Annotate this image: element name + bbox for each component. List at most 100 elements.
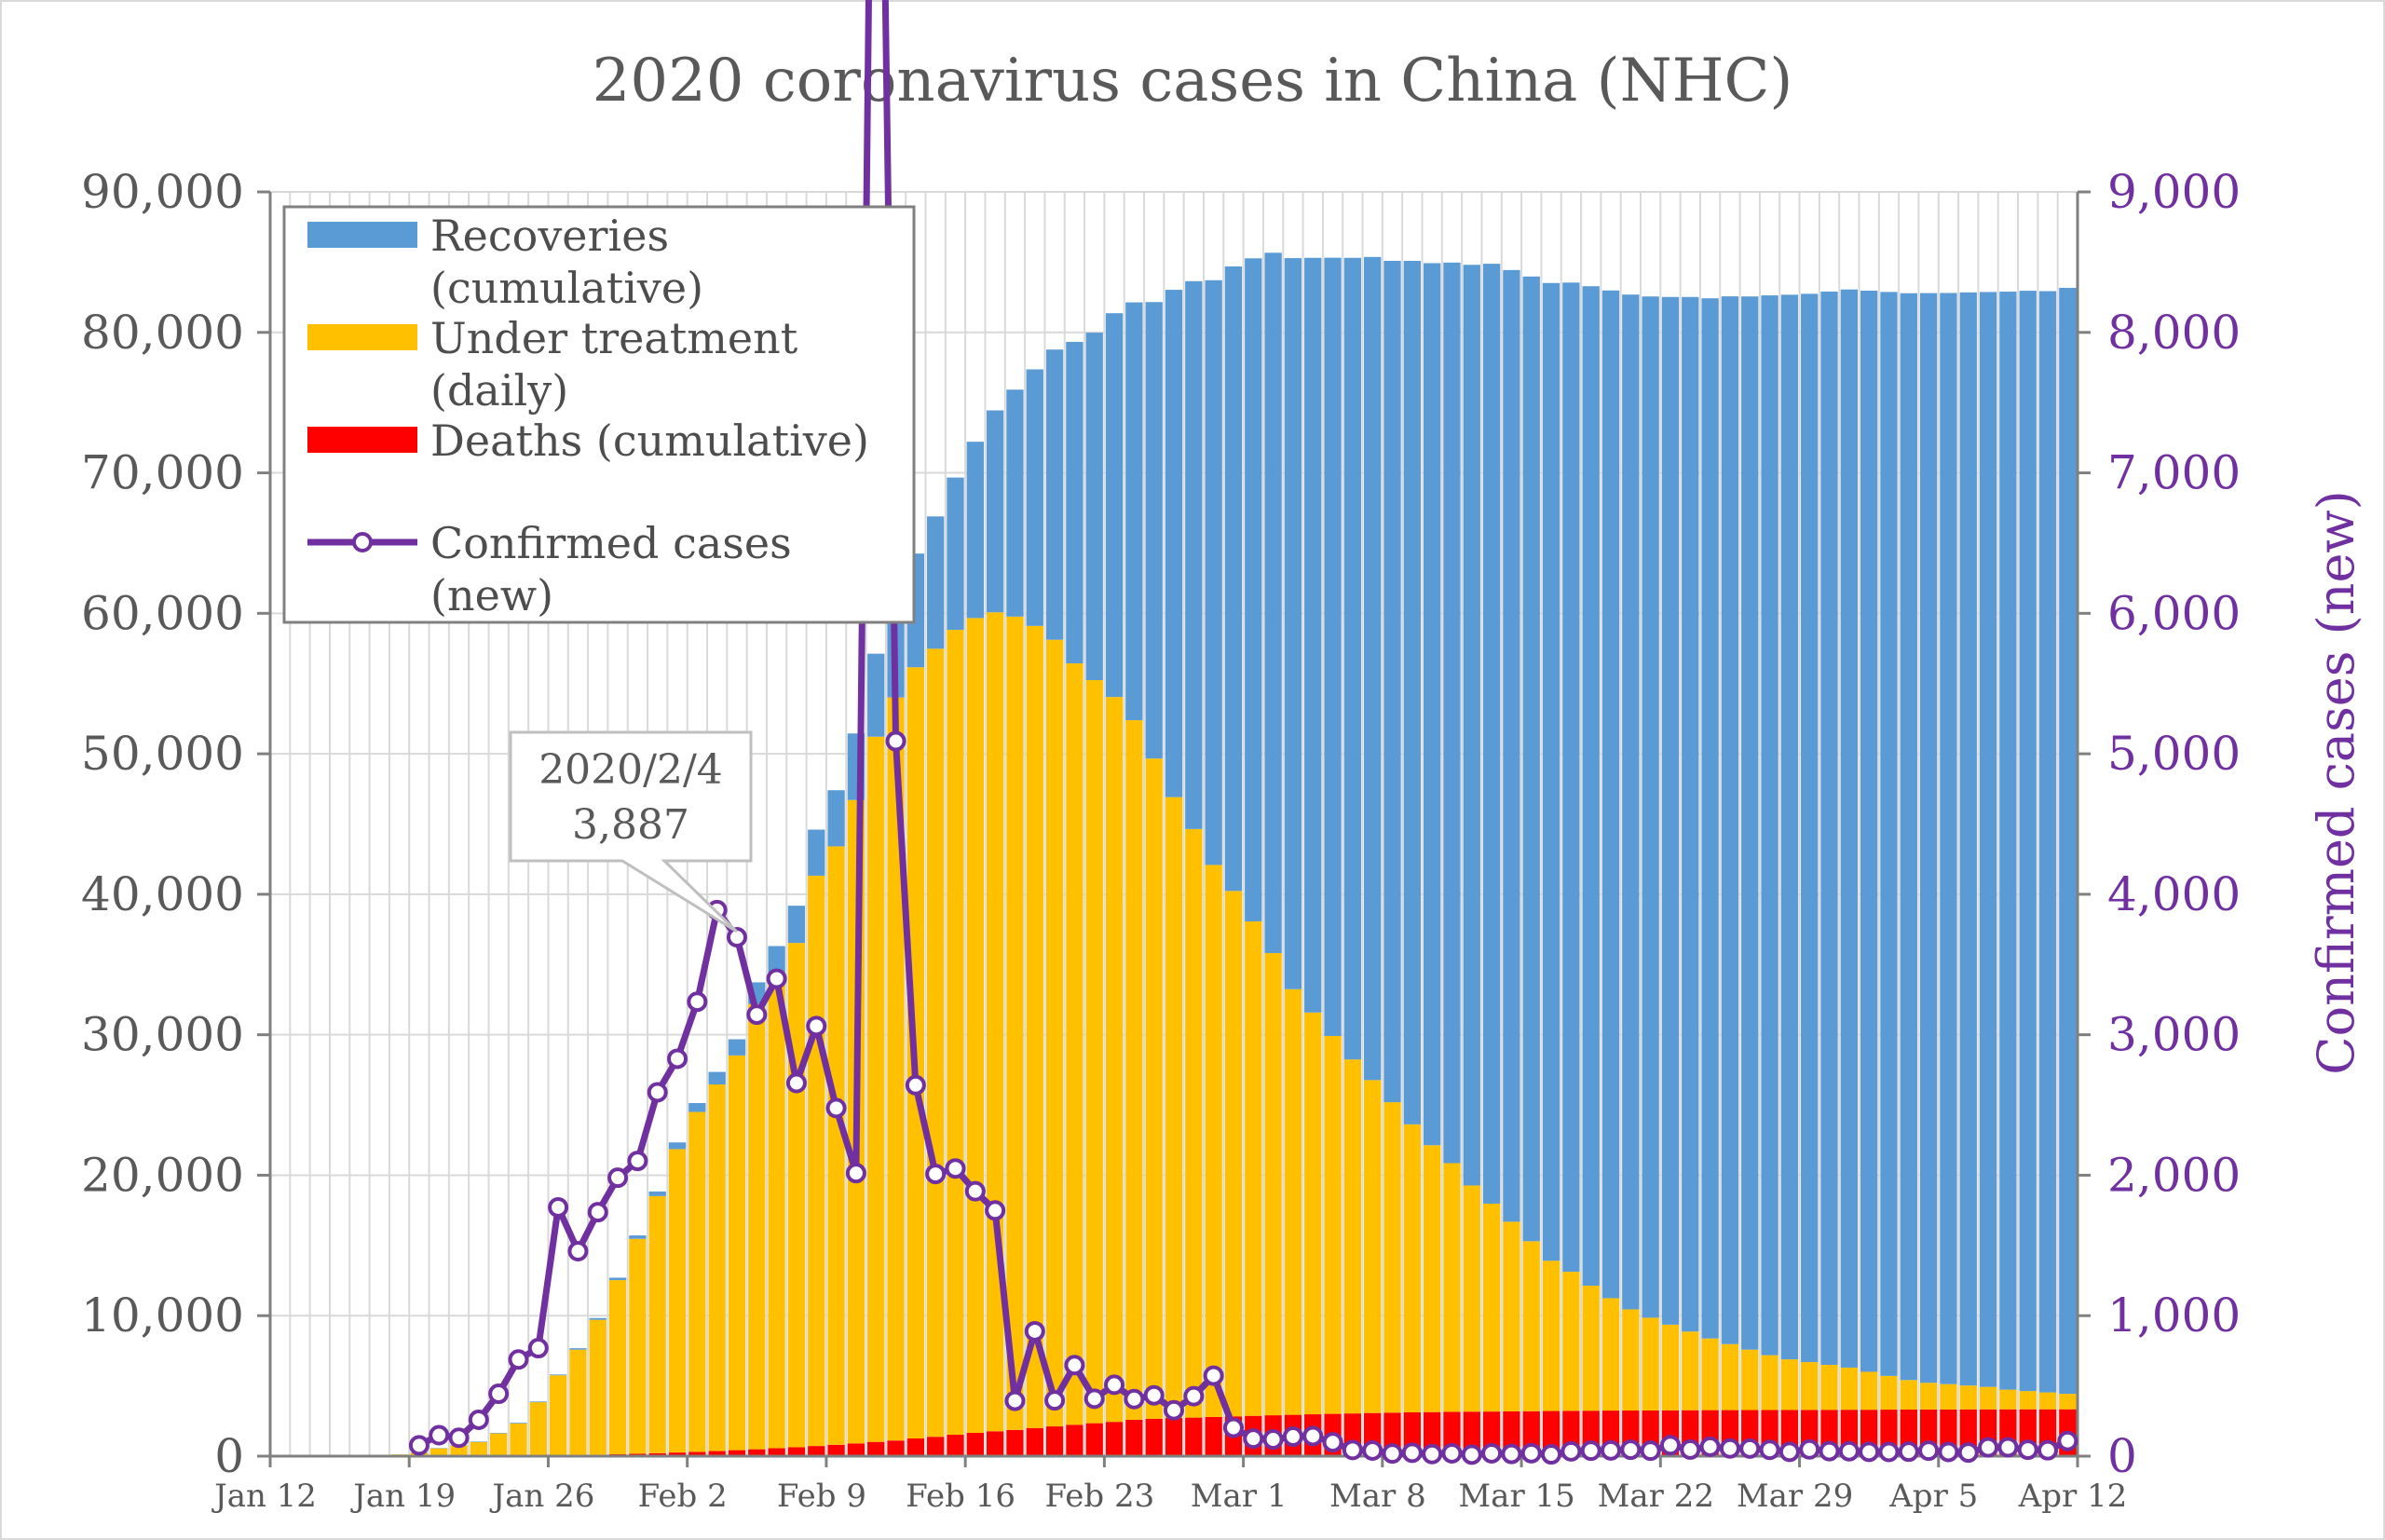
confirmed-cases-point [1620, 1439, 1642, 1461]
confirmed-cases-point [1441, 1442, 1463, 1464]
confirmed-cases-point [1938, 1441, 1959, 1463]
bar-deaths [1006, 1429, 1024, 1456]
bar-recoveries [708, 1071, 726, 1085]
confirmed-cases-point [1541, 1444, 1562, 1465]
confirmed-cases-point [945, 1158, 966, 1179]
bar-recoveries [808, 829, 825, 876]
bar-under-treatment [1682, 1331, 1699, 1411]
bar-deaths [768, 1448, 785, 1456]
chart-title: 2020 coronavirus cases in China (NHC) [593, 47, 1793, 116]
bar-deaths [1185, 1417, 1203, 1456]
bar-under-treatment [1999, 1389, 2017, 1410]
bar-deaths [986, 1431, 1004, 1456]
bar-deaths [1085, 1423, 1103, 1456]
bar-under-treatment [1642, 1317, 1659, 1411]
bar-recoveries [688, 1103, 706, 1112]
confirmed-cases-point [1699, 1436, 1721, 1457]
legend-label-recoveries: Recoveries [430, 211, 669, 261]
bar-recoveries [2038, 291, 2057, 1393]
confirmed-cases-point [766, 968, 787, 989]
bar-deaths [1463, 1411, 1480, 1456]
confirmed-cases-point [1322, 1432, 1343, 1453]
confirmed-cases-point [1243, 1428, 1264, 1450]
bar-under-treatment [1661, 1324, 1680, 1411]
bar-under-treatment [1503, 1221, 1520, 1411]
bar-under-treatment [1245, 920, 1262, 1416]
bar-recoveries [1880, 292, 1898, 1376]
bar-recoveries [1682, 296, 1699, 1332]
bar-deaths [748, 1449, 766, 1456]
bar-recoveries [1343, 257, 1362, 1060]
x-tick-label: Mar 15 [1458, 1478, 1574, 1515]
bar-under-treatment [1542, 1261, 1560, 1411]
legend-swatch-under-treatment [307, 324, 417, 350]
confirmed-cases-point [1520, 1442, 1542, 1464]
y-left-tick-label: 90,000 [81, 165, 244, 219]
confirmed-cases-point [1282, 1426, 1303, 1448]
bar-under-treatment [589, 1319, 606, 1455]
bar-recoveries [1701, 298, 1719, 1339]
confirmed-cases-point [2017, 1439, 2038, 1461]
y-right-tick-label: 0 [2107, 1429, 2137, 1483]
bar-under-treatment [887, 697, 905, 1441]
bar-under-treatment [1443, 1163, 1461, 1412]
bar-recoveries [1403, 260, 1421, 1124]
bar-under-treatment [728, 1055, 746, 1451]
confirmed-cases-point [1997, 1437, 2019, 1458]
y-right-tick-label: 5,000 [2107, 727, 2241, 781]
bar-under-treatment [529, 1402, 547, 1456]
y-left-tick-label: 70,000 [81, 446, 244, 500]
bar-under-treatment [1224, 891, 1243, 1417]
bar-recoveries [2059, 287, 2077, 1395]
bar-under-treatment [1820, 1364, 1838, 1411]
confirmed-cases-point [1560, 1440, 1582, 1462]
bar-under-treatment [1860, 1371, 1878, 1411]
x-tick-label: Mar 22 [1598, 1478, 1714, 1515]
bar-recoveries [1284, 258, 1302, 989]
bar-under-treatment [748, 1003, 766, 1450]
bar-recoveries [1165, 290, 1183, 797]
confirmed-cases-point [1203, 1365, 1224, 1386]
confirmed-cases-point [488, 1383, 510, 1405]
y-left-tick-label: 30,000 [81, 1008, 244, 1062]
bar-deaths [708, 1451, 726, 1456]
bar-under-treatment [1840, 1367, 1859, 1411]
bar-under-treatment [1721, 1343, 1739, 1411]
bar-under-treatment [808, 875, 825, 1447]
bar-recoveries [1840, 289, 1859, 1368]
confirmed-cases-point [1739, 1438, 1761, 1459]
bar-recoveries [1105, 313, 1124, 698]
y-right-tick-label: 7,000 [2107, 446, 2241, 500]
bar-under-treatment [470, 1441, 488, 1456]
bar-recoveries [1304, 257, 1322, 1013]
bar-recoveries [1205, 279, 1222, 865]
confirmed-cases-point [448, 1427, 470, 1449]
bar-under-treatment [1979, 1386, 1997, 1410]
confirmed-cases-point [1104, 1374, 1125, 1396]
bar-under-treatment [1364, 1080, 1382, 1413]
confirmed-cases-point [746, 1004, 768, 1026]
bar-recoveries [1801, 293, 1819, 1363]
confirmed-cases-point [1004, 1390, 1026, 1411]
legend-label-confirmed-cases: (new) [430, 570, 553, 620]
annotation: 2020/2/4 3,887 [509, 730, 753, 934]
bar-deaths [947, 1435, 964, 1456]
legend: Recoveries(cumulative)Under treatment(da… [282, 205, 916, 624]
bar-under-treatment [2059, 1394, 2077, 1410]
bar-under-treatment [867, 736, 885, 1442]
bar-under-treatment [1284, 988, 1302, 1415]
bar-recoveries [1542, 282, 1560, 1261]
y-right-tick-label: 8,000 [2107, 306, 2241, 360]
bar-under-treatment [569, 1349, 587, 1455]
x-tick-label: Apr 12 [2018, 1478, 2128, 1515]
y-right-tick-label: 9,000 [2107, 165, 2241, 219]
bar-recoveries [827, 790, 845, 847]
bar-under-treatment [1622, 1309, 1640, 1411]
confirmed-cases-point [1222, 1417, 1244, 1438]
bar-deaths [648, 1452, 666, 1456]
x-tick-label: Jan 12 [211, 1478, 317, 1515]
confirmed-cases-point [508, 1349, 529, 1370]
legend-label-deaths-cumulative: Deaths (cumulative) [430, 416, 869, 466]
bar-recoveries [1264, 252, 1282, 954]
bar-under-treatment [1403, 1124, 1421, 1412]
